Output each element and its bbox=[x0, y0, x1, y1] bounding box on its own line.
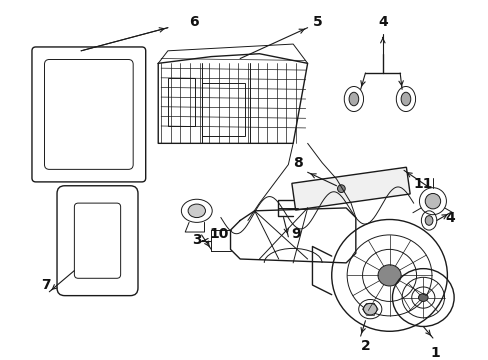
Text: 6: 6 bbox=[189, 15, 198, 29]
Ellipse shape bbox=[363, 303, 376, 315]
Text: 4: 4 bbox=[377, 15, 387, 29]
Ellipse shape bbox=[348, 92, 358, 106]
Ellipse shape bbox=[418, 294, 427, 301]
Ellipse shape bbox=[337, 185, 345, 193]
Text: 8: 8 bbox=[292, 156, 302, 170]
Bar bbox=[167, 78, 194, 126]
Ellipse shape bbox=[425, 216, 432, 225]
Text: 10: 10 bbox=[209, 227, 228, 241]
Bar bbox=[201, 83, 244, 136]
Text: 11: 11 bbox=[413, 177, 432, 191]
Ellipse shape bbox=[377, 265, 400, 286]
Ellipse shape bbox=[188, 204, 205, 217]
Ellipse shape bbox=[400, 92, 410, 106]
Text: 7: 7 bbox=[41, 278, 50, 292]
Text: 5: 5 bbox=[312, 15, 322, 29]
Text: 2: 2 bbox=[360, 339, 369, 353]
Text: 1: 1 bbox=[429, 346, 439, 360]
Text: 9: 9 bbox=[291, 227, 300, 241]
Text: 4: 4 bbox=[445, 211, 454, 225]
Bar bbox=[291, 167, 409, 210]
Text: 3: 3 bbox=[192, 233, 201, 247]
Ellipse shape bbox=[425, 193, 440, 209]
